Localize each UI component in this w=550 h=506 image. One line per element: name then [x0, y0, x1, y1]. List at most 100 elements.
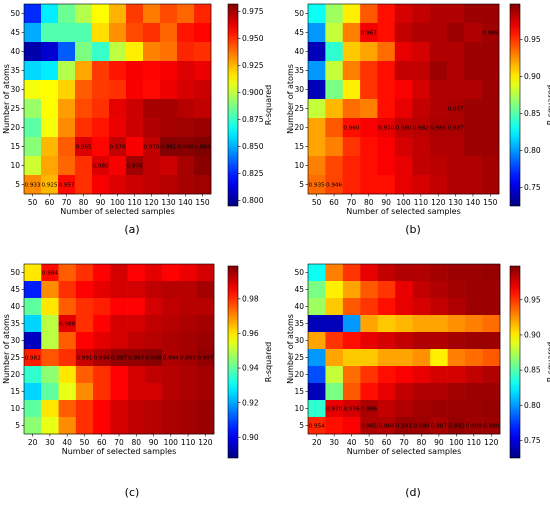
heatmap-cell — [481, 137, 500, 157]
heatmap-cell — [196, 383, 215, 401]
heatmap-cell — [377, 4, 396, 24]
heatmap-cell — [394, 137, 413, 157]
heatmap-cell — [24, 417, 42, 435]
heatmap-cell — [377, 366, 396, 384]
heatmap-cell — [395, 315, 414, 333]
heatmap-cell — [58, 156, 76, 176]
colorbar-tick-label: 0.80 — [524, 146, 541, 155]
heatmap-cell — [127, 298, 146, 316]
x-tick-label: 70 — [399, 438, 409, 447]
heatmap-cell — [446, 99, 465, 119]
colorbar-tick-label: 0.95 — [524, 35, 541, 44]
heatmap-cell — [75, 298, 94, 316]
heatmap-cell — [75, 42, 93, 62]
heatmap-cell — [412, 400, 431, 418]
heatmap-cell — [325, 315, 344, 333]
heatmap-cell — [429, 118, 448, 138]
heatmap-cell — [447, 281, 466, 299]
x-tick-label: 120 — [144, 198, 159, 207]
x-tick-label: 120 — [484, 438, 499, 447]
heatmap-cell — [75, 417, 94, 435]
heatmap-cell — [92, 99, 110, 119]
heatmap-cell — [325, 4, 344, 24]
data-label: 0.985 — [361, 424, 377, 430]
heatmap-cell — [58, 23, 76, 43]
heatmap-cell — [360, 80, 378, 100]
colorbar — [227, 265, 239, 459]
y-tick-label: 40 — [10, 47, 20, 56]
heatmap-cell — [342, 156, 361, 176]
heatmap-cell — [160, 137, 178, 157]
heatmap-cell — [377, 118, 396, 138]
heatmap-cell — [194, 42, 212, 62]
heatmap-cell — [308, 315, 326, 333]
heatmap-cell — [447, 349, 466, 367]
y-tick-label: 15 — [10, 387, 20, 396]
heatmap-cell — [342, 417, 361, 435]
data-label: 0.970 — [378, 126, 394, 132]
heatmap-cell — [177, 118, 195, 138]
heatmap-cell — [308, 366, 326, 384]
heatmap-cell — [144, 264, 163, 282]
heatmap-cell — [308, 156, 326, 176]
x-tick-label: 130 — [161, 198, 176, 207]
heatmap-cell — [179, 264, 198, 282]
colorbar — [227, 3, 239, 207]
x-tick-label: 20 — [28, 438, 38, 447]
x-tick-label: 60 — [45, 198, 55, 207]
heatmap-cell — [360, 315, 379, 333]
heatmap-cell — [394, 42, 413, 62]
y-axis-label: Number of atoms — [2, 64, 11, 134]
data-label: 0.991 — [76, 356, 92, 362]
heatmap-cell — [160, 99, 178, 119]
heatmap-cell — [395, 366, 414, 384]
heatmap-cell — [143, 175, 161, 195]
heatmap-cell — [75, 80, 93, 100]
heatmap-cell — [41, 281, 59, 299]
x-tick-label: 80 — [131, 438, 141, 447]
heatmap-cell — [360, 137, 378, 157]
heatmap-cell — [360, 61, 378, 81]
heatmap-cell — [126, 118, 144, 138]
heatmap-cell — [429, 99, 448, 119]
heatmap-cell — [429, 23, 448, 43]
heatmap-cell — [110, 417, 128, 435]
y-tick-label: 50 — [294, 268, 304, 277]
heatmap-cell — [58, 417, 77, 435]
heatmap-cell — [75, 315, 94, 333]
heatmap-cell — [196, 400, 215, 418]
y-tick-label: 45 — [10, 285, 20, 294]
heatmap-cell — [177, 137, 195, 157]
x-tick-label: 70 — [114, 438, 124, 447]
heatmap-cell — [41, 118, 59, 138]
y-tick-label: 5 — [299, 180, 304, 189]
heatmap-cell — [308, 417, 326, 435]
heatmap-cell — [464, 175, 482, 195]
heatmap-cell — [127, 400, 146, 418]
heatmap-cell — [194, 156, 212, 176]
heatmap-cell — [465, 400, 483, 418]
heatmap-cell — [342, 61, 361, 81]
heatmap-cell — [24, 4, 42, 24]
heatmap-cell — [482, 400, 501, 418]
heatmap-cell — [325, 281, 344, 299]
colorbar-tick-label: 0.80 — [524, 401, 541, 410]
heatmap-cell — [412, 417, 431, 435]
heatmap-cell — [75, 349, 94, 367]
heatmap-cell — [75, 332, 94, 350]
data-label: 0.970 — [109, 145, 125, 151]
heatmap-cell — [75, 4, 93, 24]
y-tick-label: 30 — [10, 336, 20, 345]
x-tick-label: 100 — [110, 198, 125, 207]
heatmap-cell — [308, 118, 326, 138]
heatmap-cell — [482, 349, 501, 367]
heatmap-cell — [92, 4, 110, 24]
heatmap-cell — [447, 264, 466, 282]
heatmap-cell — [342, 23, 361, 43]
y-tick-label: 35 — [294, 66, 304, 75]
heatmap-cell — [24, 137, 42, 157]
x-tick-label: 40 — [62, 438, 72, 447]
heatmap-cell — [75, 156, 93, 176]
heatmap-cell — [394, 61, 413, 81]
